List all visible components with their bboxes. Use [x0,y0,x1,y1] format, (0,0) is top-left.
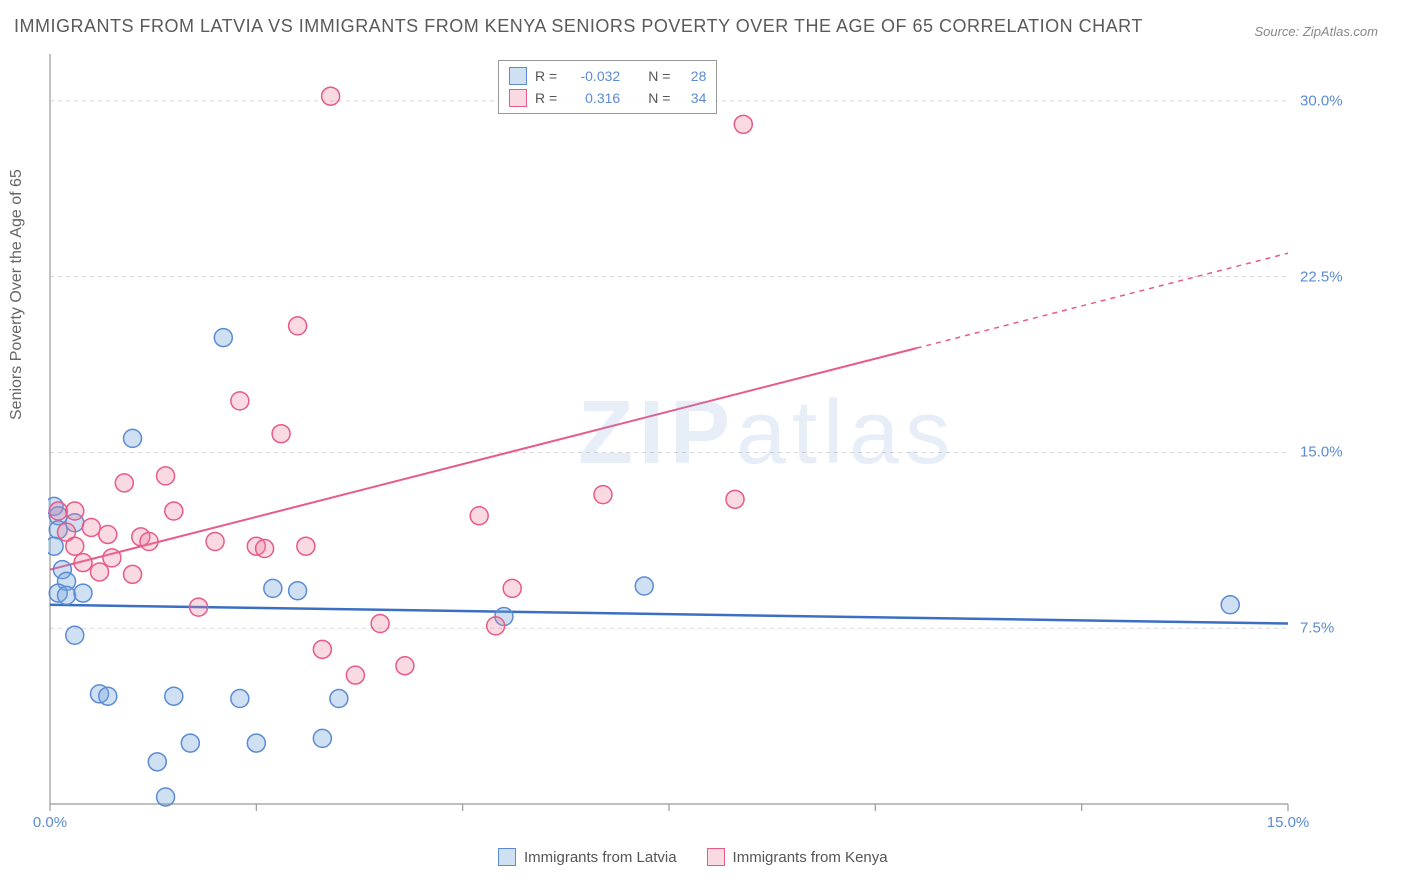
source-label: Source: [1254,24,1302,39]
y-tick-label: 15.0% [1300,444,1343,461]
y-tick-label: 7.5% [1300,620,1334,637]
chart-title: IMMIGRANTS FROM LATVIA VS IMMIGRANTS FRO… [14,16,1143,37]
legend-swatch [509,67,527,85]
legend-row: R = -0.032 N = 28 [509,65,706,87]
y-tick-label: 22.5% [1300,268,1343,285]
legend-n-value: 28 [678,68,706,84]
scatter-chart-svg [48,52,1348,832]
y-tick-label: 30.0% [1300,92,1343,109]
legend-series-name: Immigrants from Latvia [524,849,677,866]
legend-r-label: R = [535,90,557,106]
correlation-legend: R = -0.032 N = 28 R = 0.316 N = 34 [498,60,717,114]
legend-n-label: N = [648,68,670,84]
legend-item: Immigrants from Latvia [498,848,677,866]
legend-r-value: 0.316 [565,90,620,106]
source-attribution: Source: ZipAtlas.com [1254,24,1378,39]
source-value: ZipAtlas.com [1303,24,1378,39]
legend-n-label: N = [648,90,670,106]
chart-plot-area: ZIPatlas R = -0.032 N = 28 R = 0.316 N =… [48,52,1348,832]
x-tick-label: 15.0% [1267,814,1310,831]
y-axis-label: Seniors Poverty Over the Age of 65 [8,169,26,420]
legend-swatch [707,848,725,866]
legend-n-value: 34 [678,90,706,106]
legend-swatch [498,848,516,866]
legend-swatch [509,89,527,107]
legend-r-label: R = [535,68,557,84]
legend-row: R = 0.316 N = 34 [509,87,706,109]
legend-series-name: Immigrants from Kenya [733,849,888,866]
legend-item: Immigrants from Kenya [707,848,888,866]
legend-r-value: -0.032 [565,68,620,84]
x-tick-label: 0.0% [33,814,67,831]
series-legend: Immigrants from Latvia Immigrants from K… [498,848,888,866]
